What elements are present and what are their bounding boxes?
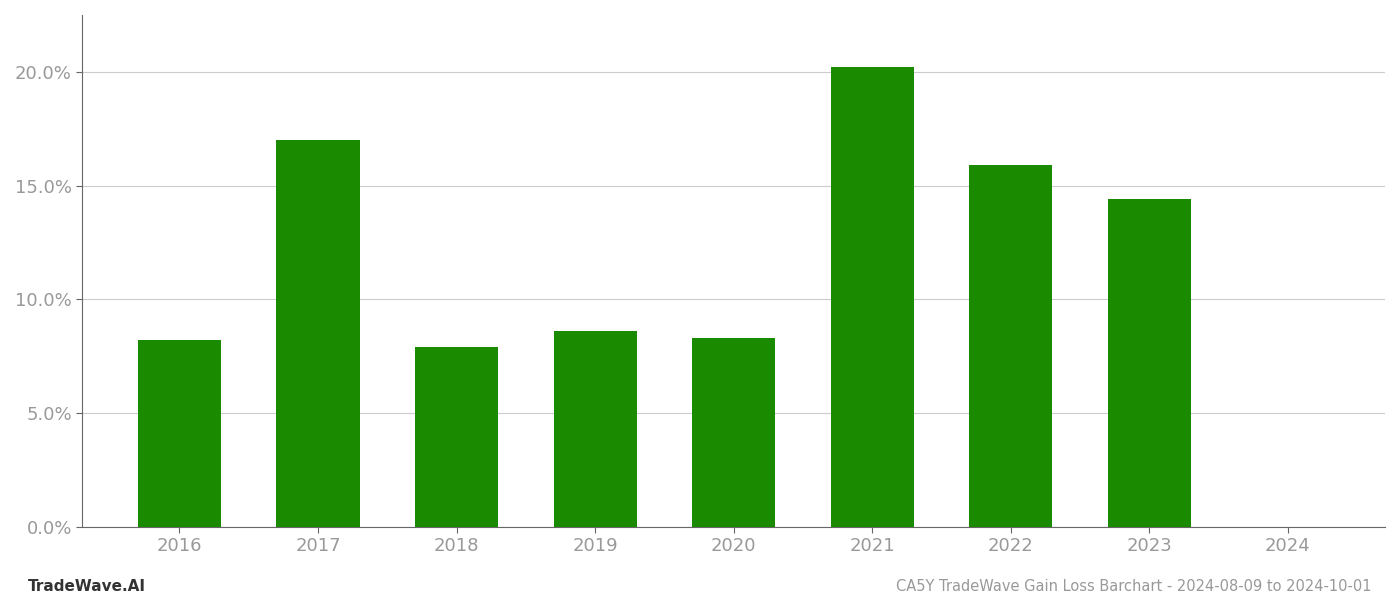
Text: CA5Y TradeWave Gain Loss Barchart - 2024-08-09 to 2024-10-01: CA5Y TradeWave Gain Loss Barchart - 2024… <box>896 579 1372 594</box>
Bar <box>137 340 221 527</box>
Bar <box>692 338 776 527</box>
Bar <box>414 347 498 527</box>
Text: TradeWave.AI: TradeWave.AI <box>28 579 146 594</box>
Bar <box>969 165 1053 527</box>
Bar <box>553 331 637 527</box>
Bar <box>1107 199 1191 527</box>
Bar <box>830 67 914 527</box>
Bar <box>276 140 360 527</box>
